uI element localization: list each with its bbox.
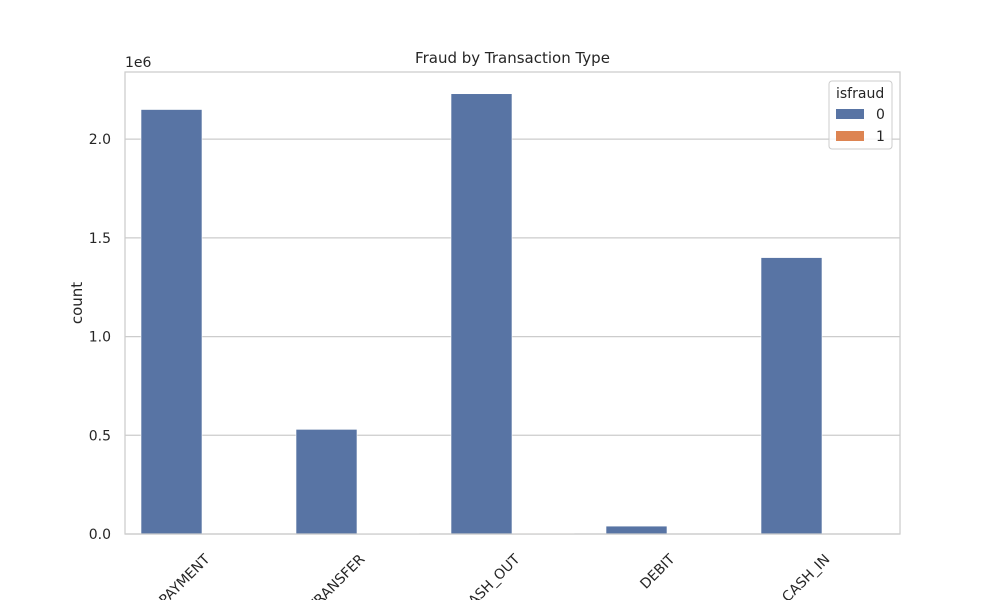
- x-tick-label: CASH_OUT: [459, 551, 524, 600]
- x-tick-label: TRANSFER: [304, 551, 368, 600]
- y-tick-label: 1.5: [89, 231, 111, 247]
- y-axis-label: count: [68, 282, 86, 324]
- bar-transfer-isfraud-0: [295, 429, 358, 535]
- y-tick-label: 0.5: [89, 428, 111, 444]
- legend-swatch-0: [836, 109, 864, 119]
- x-tick-label: CASH_IN: [779, 552, 833, 600]
- y-tick-label: 0.0: [89, 527, 111, 543]
- x-tick-labels: PAYMENT TRANSFER CASH_OUT DEBIT CASH_IN: [156, 551, 833, 600]
- bar-cash-in-isfraud-0: [760, 257, 823, 535]
- y-tick-labels: 0.0 0.5 1.0 1.5 2.0: [89, 132, 111, 543]
- chart-title: Fraud by Transaction Type: [415, 49, 610, 67]
- plot-frame: [124, 71, 901, 535]
- x-tick-label: DEBIT: [637, 551, 678, 592]
- legend-title: isfraud: [836, 86, 884, 102]
- legend-swatch-1: [836, 131, 864, 141]
- bar-cash-out-isfraud-0: [450, 93, 513, 535]
- legend-label-0: 0: [876, 107, 885, 123]
- y-axis-multiplier: 1e6: [125, 55, 152, 71]
- y-tick-label: 2.0: [89, 132, 111, 148]
- bar-debit-isfraud-0: [605, 525, 668, 535]
- y-tick-label: 1.0: [89, 330, 111, 346]
- legend-entries: 01: [836, 107, 885, 145]
- bar-layer: [140, 93, 823, 535]
- bar-payment-isfraud-0: [140, 109, 203, 535]
- x-tick-label: PAYMENT: [156, 551, 213, 600]
- legend-label-1: 1: [876, 129, 885, 145]
- legend: isfraud 01: [828, 80, 893, 150]
